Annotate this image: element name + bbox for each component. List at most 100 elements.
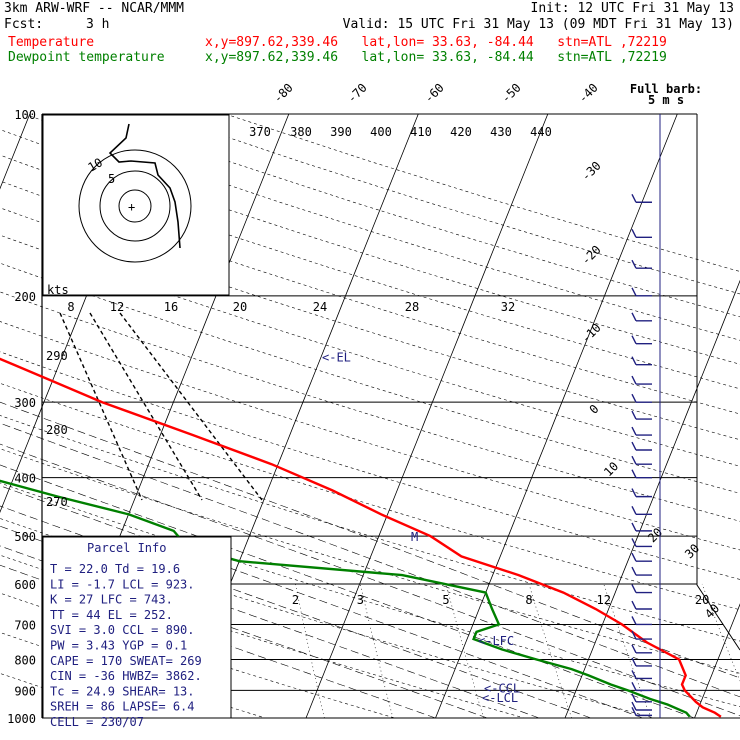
- wind-barb: [631, 644, 652, 654]
- wind-barb: [631, 670, 652, 680]
- parcel-info-row: PW = 3.43 YGP = 0.1: [50, 639, 187, 653]
- pressure-tick-label: 500: [14, 530, 36, 544]
- isotherm-label: 10: [601, 459, 621, 479]
- wind-barb: [631, 469, 652, 479]
- pressure-tick-label: 200: [14, 290, 36, 304]
- wind-barb: [631, 335, 652, 345]
- isotherm-label: 20: [645, 525, 665, 545]
- pressure-tick-label: 1000: [7, 712, 36, 726]
- isotherm-label: -40: [576, 81, 601, 106]
- wind-barb-note: Full barb:: [630, 82, 702, 96]
- wind-barb: [631, 488, 652, 498]
- mixing-ratio-line: [295, 583, 325, 719]
- wind-barb: [631, 566, 652, 576]
- parcel-marker: M: [411, 530, 418, 544]
- moist-adiabat-line: [0, 464, 695, 719]
- dry-adiabat-line: [0, 180, 740, 415]
- parcel-marker: <-LFC: [478, 634, 514, 648]
- init-time: Init: 12 UTC Fri 31 May 13: [530, 1, 735, 16]
- isotherm-label: -50: [499, 81, 524, 106]
- isotherm-label: -20: [579, 243, 604, 268]
- hodograph-ring: [99, 170, 171, 242]
- mixing-ratio-label: 2: [292, 593, 299, 607]
- wind-barb: [631, 455, 652, 465]
- isotherm-label: 0: [587, 402, 602, 417]
- parcel-info-row: K = 27 LFC = 743.: [50, 593, 173, 607]
- parcel-info-row: CAPE = 170 SWEAT= 269: [50, 654, 202, 668]
- wind-barb: [631, 193, 652, 203]
- pressure-tick-label: 400: [14, 472, 36, 486]
- wind-barb: [631, 657, 652, 667]
- isotherm-label: -60: [422, 81, 447, 106]
- hodograph-trace: [108, 123, 181, 249]
- theta-label: 440: [530, 125, 552, 139]
- isotherm-line: [0, 113, 160, 514]
- hodograph-ring-label: 10: [86, 155, 106, 174]
- parcel-marker: <-CCL: [484, 681, 520, 695]
- dry-adiabat-line: [158, 113, 740, 295]
- wind-barb: [631, 552, 652, 562]
- parcel-info-row: T = 22.0 Td = 19.6: [50, 562, 180, 576]
- parcel-info-box: [42, 536, 232, 719]
- hodograph-speed-label: 20: [233, 300, 247, 314]
- wind-barb: [631, 616, 652, 626]
- hodograph-speed-label: 16: [164, 300, 178, 314]
- pressure-tick-label: 100: [14, 108, 36, 122]
- isotherm-label: -30: [579, 159, 604, 184]
- wind-barb: [631, 707, 652, 717]
- forecast-hour: 3 h: [86, 17, 110, 32]
- wind-barb: [631, 701, 652, 711]
- wind-barb: [631, 682, 652, 692]
- hodograph-units: kts: [47, 283, 69, 297]
- theta-label: 380: [290, 125, 312, 139]
- theta-label: 370: [249, 125, 271, 139]
- theta-label: 400: [370, 125, 392, 139]
- wind-barb: [631, 356, 652, 366]
- theta-label: 290: [46, 349, 68, 363]
- wind-barb-note: 5 m s: [648, 93, 684, 107]
- wind-barb: [631, 375, 652, 385]
- mixing-ratio-label: 5: [442, 593, 449, 607]
- wind-barb: [631, 584, 652, 594]
- parcel-marker: <-EL: [322, 350, 351, 364]
- wind-barb: [631, 505, 652, 516]
- dry-adiabat-line: [0, 382, 740, 611]
- hodograph-speed-line: [59, 312, 143, 501]
- dry-adiabat-line: [0, 207, 740, 441]
- mixing-ratio-label: 20: [695, 593, 709, 607]
- wind-barb: [631, 259, 652, 269]
- theta-label: 270: [46, 495, 68, 509]
- isotherm-label: -10: [579, 321, 604, 346]
- wind-barb: [631, 600, 652, 610]
- wind-barb: [631, 522, 652, 532]
- theta-label: 430: [490, 125, 512, 139]
- parcel-info-title: Parcel Info: [87, 541, 166, 555]
- wind-barb: [631, 538, 652, 548]
- hodograph-box: [42, 114, 230, 296]
- theta-label: 420: [450, 125, 472, 139]
- hodograph-speed-label: 28: [405, 300, 419, 314]
- pressure-tick-label: 600: [14, 578, 36, 592]
- hodograph-speed-label: 8: [67, 300, 74, 314]
- isotherm-line: [564, 279, 740, 719]
- parcel-info-row: SVI = 3.0 CCL = 890.: [50, 623, 195, 637]
- hodograph-ring: [78, 149, 192, 263]
- isotherm-line: [435, 113, 678, 719]
- theta-label: 410: [410, 125, 432, 139]
- hodograph-ring-label: 5: [108, 172, 115, 186]
- dewpoint-legend-label: Dewpoint temperature: [8, 50, 165, 65]
- hodograph-speed-line: [119, 312, 263, 501]
- wind-barb: [631, 312, 652, 322]
- pressure-tick-label: 800: [14, 653, 36, 667]
- wind-barb: [631, 228, 652, 238]
- pressure-tick-label: 900: [14, 684, 36, 698]
- hodograph-speed-label: 24: [313, 300, 327, 314]
- wind-barb: [631, 410, 652, 420]
- mixing-ratio-label: 12: [596, 593, 610, 607]
- valid-time: Valid: 15 UTC Fri 31 May 13 (09 MDT Fri …: [342, 17, 734, 32]
- wind-barb: [631, 426, 652, 436]
- wind-barb: [631, 630, 652, 640]
- mixing-ratio-label: 8: [525, 593, 532, 607]
- parcel-info-row: CELL = 230/07: [50, 715, 144, 729]
